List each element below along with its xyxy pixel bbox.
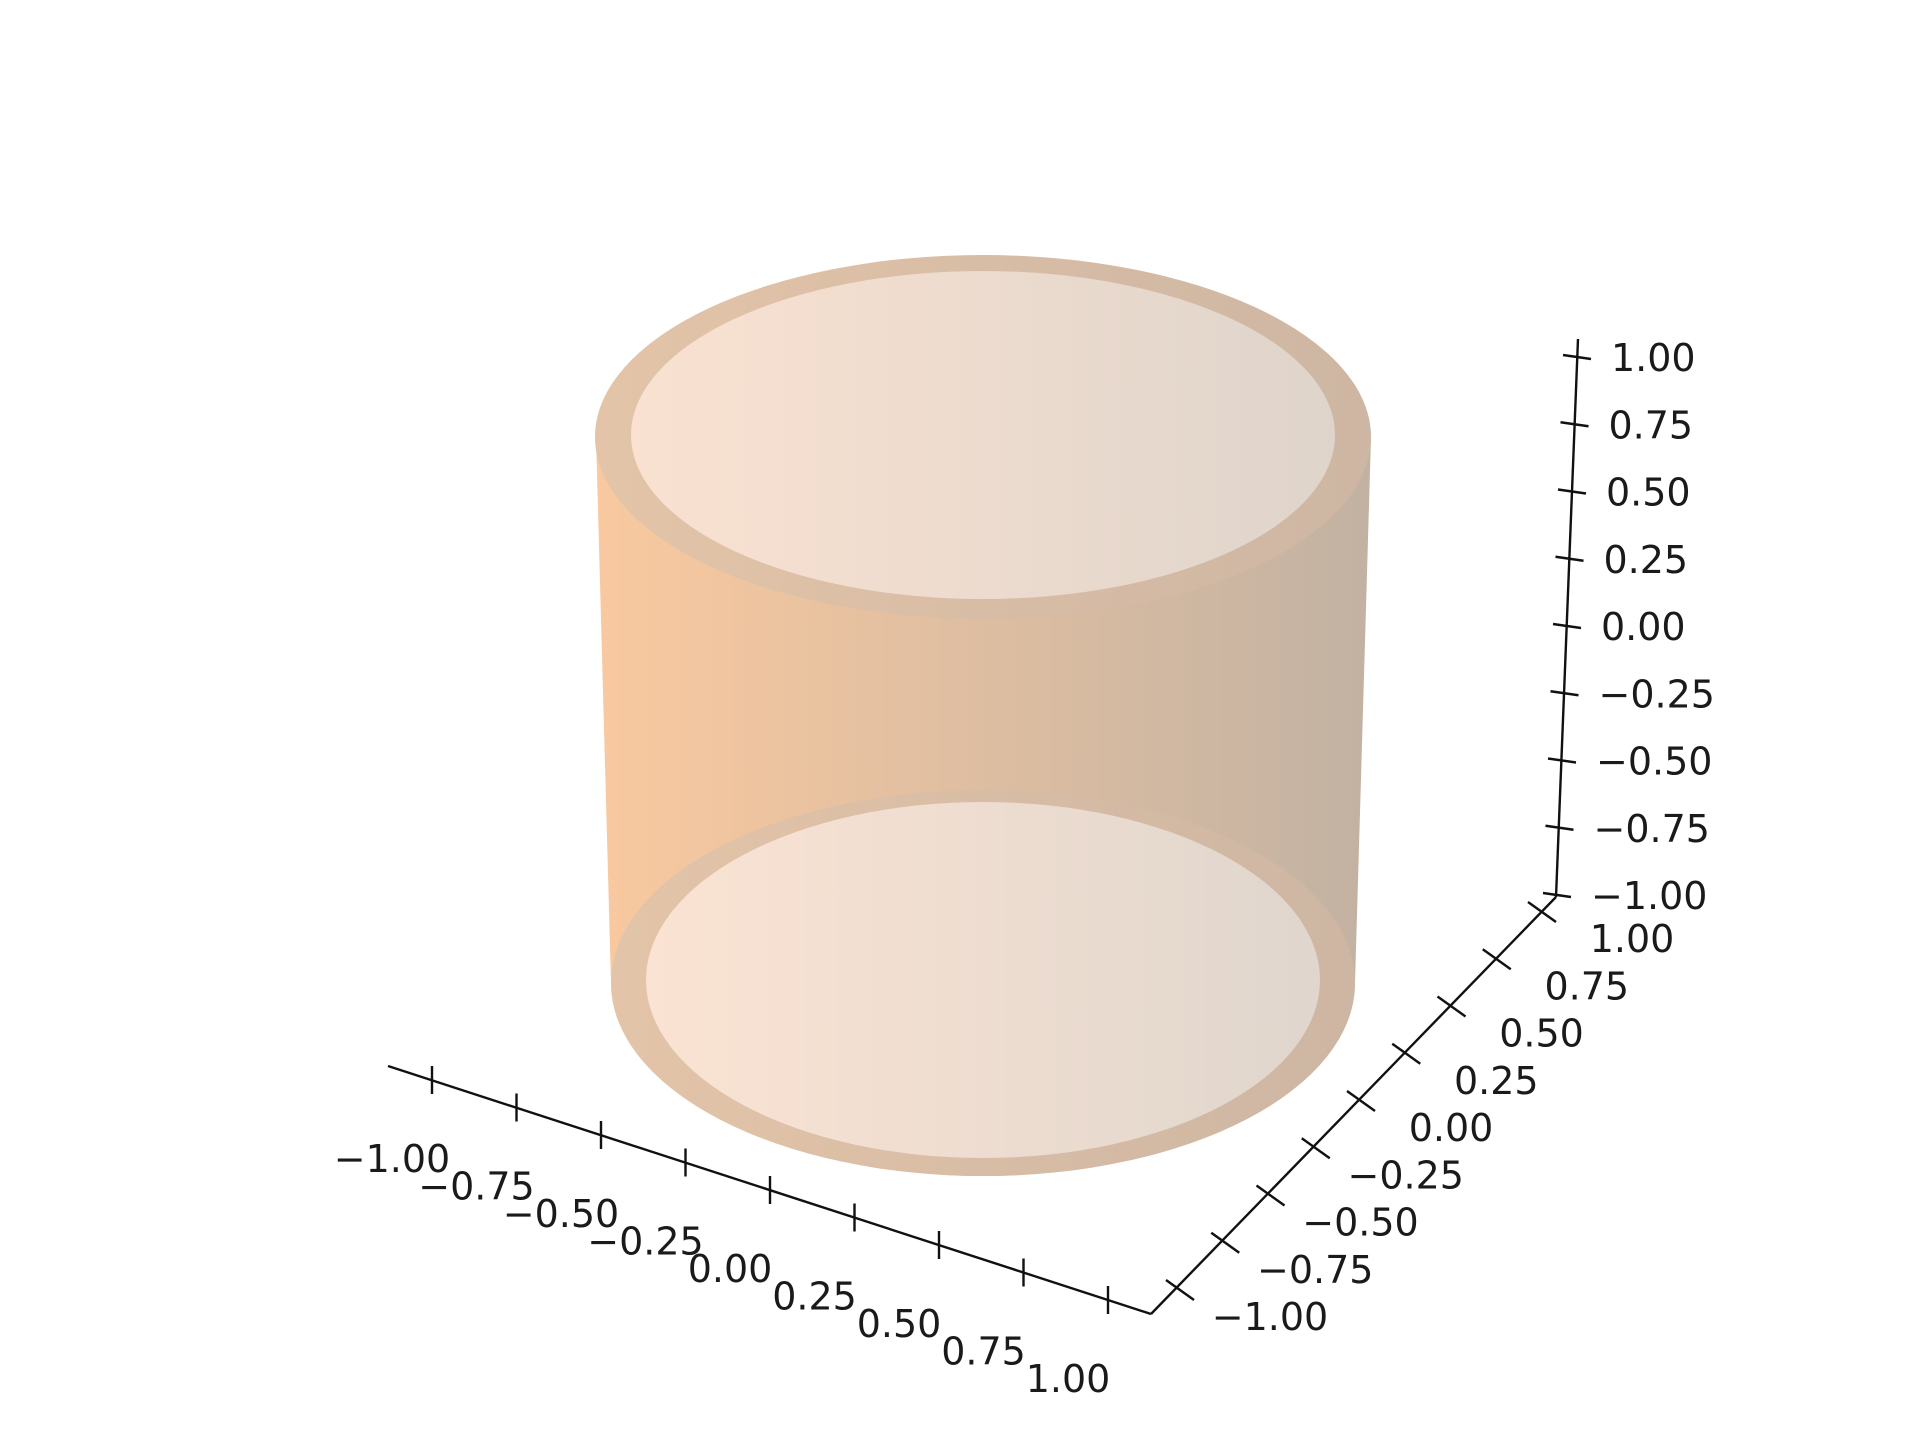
z-tick-mark bbox=[1560, 421, 1589, 428]
y-tick-mark bbox=[1482, 948, 1512, 971]
y-tick-label: −1.00 bbox=[1212, 1295, 1328, 1339]
z-tick-label: −0.25 bbox=[1599, 672, 1715, 716]
x-tick-label: 0.75 bbox=[941, 1330, 1026, 1374]
cylinder-top-inner bbox=[631, 271, 1335, 599]
z-tick-label: −0.50 bbox=[1596, 740, 1712, 784]
z-tick-label: 0.00 bbox=[1601, 605, 1686, 649]
z-tick-mark bbox=[1552, 622, 1582, 630]
z-tick-label: 0.50 bbox=[1606, 471, 1691, 515]
y-tick-mark bbox=[1255, 1184, 1286, 1207]
z-tick-mark bbox=[1557, 488, 1587, 495]
cylinder-bottom-inner bbox=[646, 802, 1320, 1158]
y-tick-label: −0.25 bbox=[1348, 1153, 1464, 1197]
cylinder-surface bbox=[595, 255, 1371, 1176]
y-tick-label: 0.75 bbox=[1544, 964, 1629, 1008]
y-tick-label: 1.00 bbox=[1590, 917, 1675, 961]
y-tick-label: −0.50 bbox=[1302, 1201, 1418, 1245]
z-tick-mark bbox=[1550, 690, 1579, 697]
z-axis-line bbox=[1554, 338, 1580, 898]
y-tick-mark bbox=[1346, 1090, 1376, 1112]
y-tick-mark bbox=[1436, 995, 1467, 1018]
x-tick-label: 0.00 bbox=[688, 1247, 773, 1291]
y-axis: −1.00−0.75−0.50−0.250.000.250.500.751.00 bbox=[1150, 896, 1675, 1339]
z-tick-mark bbox=[1547, 757, 1577, 764]
y-tick-label: −0.75 bbox=[1257, 1248, 1373, 1292]
y-tick-label: 0.25 bbox=[1454, 1059, 1539, 1103]
z-tick-mark bbox=[1542, 891, 1572, 899]
z-tick-mark bbox=[1562, 353, 1592, 361]
y-tick-mark bbox=[1301, 1137, 1331, 1160]
x-tick-label: 1.00 bbox=[1026, 1357, 1111, 1401]
z-tick-label: −1.00 bbox=[1591, 874, 1707, 918]
z-axis: −1.00 −0.75 −0.50 −0.25 0.00 0.25 0.50 0.75 1.00 bbox=[1542, 336, 1715, 918]
y-tick-label: 0.50 bbox=[1499, 1012, 1584, 1056]
y-tick-label: 0.00 bbox=[1409, 1106, 1494, 1150]
x-tick-label: −0.50 bbox=[503, 1192, 619, 1236]
x-tick-label: 0.25 bbox=[772, 1275, 857, 1319]
z-tick-mark bbox=[1555, 555, 1584, 562]
z-tick-label: −0.75 bbox=[1594, 807, 1710, 851]
y-tick-mark bbox=[1210, 1231, 1240, 1254]
x-axis: −1.00−0.75−0.50−0.250.000.250.500.751.00 bbox=[334, 1064, 1152, 1401]
x-tick-label: −0.25 bbox=[587, 1220, 703, 1264]
x-tick-label: −1.00 bbox=[334, 1137, 450, 1181]
y-tick-mark bbox=[1165, 1279, 1195, 1301]
z-tick-label: 1.00 bbox=[1611, 336, 1696, 380]
z-tick-label: 0.25 bbox=[1604, 538, 1689, 582]
x-tick-label: 0.50 bbox=[857, 1302, 942, 1346]
y-axis-line bbox=[1150, 896, 1557, 1315]
z-tick-label: 0.75 bbox=[1609, 403, 1694, 447]
y-tick-mark bbox=[1391, 1042, 1421, 1065]
y-tick-mark bbox=[1527, 901, 1557, 923]
z-tick-mark bbox=[1545, 824, 1574, 831]
x-tick-label: −0.75 bbox=[418, 1165, 534, 1209]
